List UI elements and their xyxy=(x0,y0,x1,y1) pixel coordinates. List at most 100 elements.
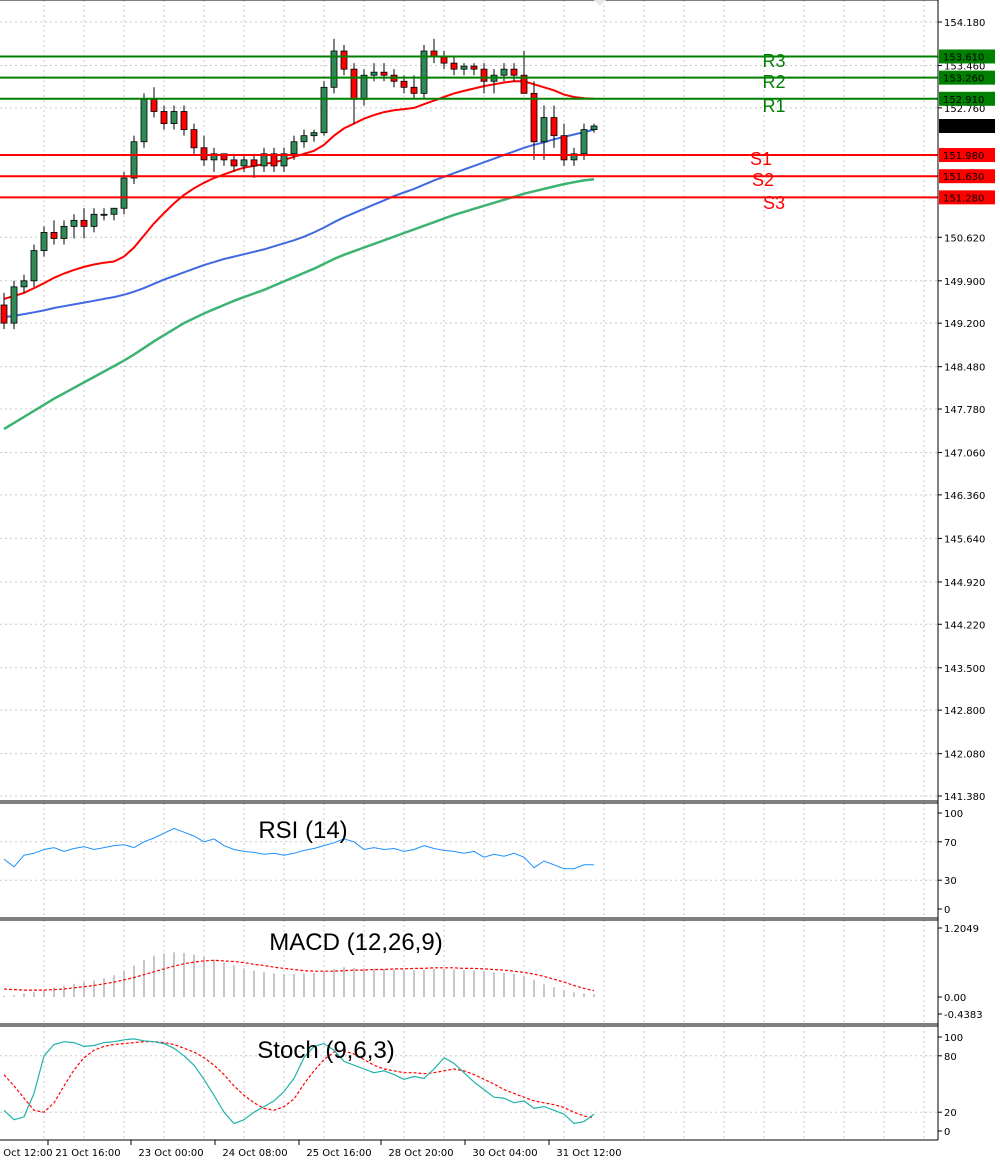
time-tick-label: 23 Oct 00:00 xyxy=(138,1148,203,1159)
candle-body xyxy=(580,129,588,155)
panel-frames xyxy=(0,0,939,1141)
candle xyxy=(50,220,58,245)
candle xyxy=(90,208,98,233)
stoch-title: Stoch (9,6,3) xyxy=(257,1037,394,1064)
candle-body xyxy=(70,219,78,227)
candle xyxy=(120,171,128,215)
rsi-title: RSI (14) xyxy=(258,817,347,844)
candle xyxy=(150,87,158,118)
candle-body xyxy=(570,153,578,161)
price-tick-label: 147.780 xyxy=(944,405,985,416)
candle xyxy=(590,123,598,133)
current-price-box xyxy=(939,119,995,134)
candle-body xyxy=(460,65,468,70)
candle-body xyxy=(260,153,268,167)
level-price-box xyxy=(939,91,995,106)
candle xyxy=(80,208,88,239)
candle xyxy=(200,135,208,166)
candle xyxy=(250,153,258,179)
rsi-tick-label: 30 xyxy=(944,876,957,887)
time-tick-label: 31 Oct 12:00 xyxy=(556,1148,621,1159)
candle-body xyxy=(210,153,218,161)
candle-body xyxy=(40,232,48,251)
price-tick-label: 150.620 xyxy=(944,233,985,244)
time-tick-label: 21 Oct 12:00 xyxy=(0,1148,53,1159)
candle xyxy=(210,147,218,172)
candle-body xyxy=(130,141,138,179)
candle xyxy=(420,44,428,100)
candle-body xyxy=(0,304,8,324)
time-tick-label: 28 Oct 20:00 xyxy=(388,1148,453,1159)
candle-body xyxy=(110,207,118,215)
rsi-tick-label: 100 xyxy=(944,809,963,820)
candle-body xyxy=(20,280,28,288)
candle xyxy=(430,38,438,64)
candle xyxy=(490,69,498,94)
time-tick-label: 24 Oct 08:00 xyxy=(222,1148,287,1159)
level-price-box xyxy=(939,49,995,64)
candle-body xyxy=(350,68,358,100)
candle-body xyxy=(170,111,178,124)
candle xyxy=(450,57,458,76)
level-name-s1: S1 xyxy=(750,149,772,169)
price-tick-label: 154.180 xyxy=(944,18,985,29)
candle xyxy=(70,214,78,239)
candle xyxy=(280,147,288,172)
candle xyxy=(360,69,368,106)
level-name-r2: R2 xyxy=(762,72,785,92)
candle-body xyxy=(480,68,488,82)
candle-body xyxy=(230,159,238,167)
candle xyxy=(350,63,358,124)
candle xyxy=(460,63,468,76)
candle-body xyxy=(90,213,98,227)
candle xyxy=(550,105,558,148)
level-price-label: 151.630 xyxy=(943,172,984,183)
candle-body xyxy=(150,99,158,112)
level-price-box xyxy=(939,148,995,163)
rsi-panel: RSI (14) xyxy=(0,817,938,881)
candle xyxy=(570,147,578,166)
candle-body xyxy=(440,56,448,64)
level-price-label: 151.280 xyxy=(943,193,984,204)
stoch-k-line xyxy=(3,1038,595,1125)
candle xyxy=(170,105,178,130)
ma-green-line xyxy=(3,177,595,431)
candle-body xyxy=(520,74,528,94)
price-tick-label: 146.360 xyxy=(944,491,985,502)
candle-body xyxy=(180,111,188,131)
candle-body xyxy=(200,147,208,161)
candle xyxy=(40,226,48,257)
candle xyxy=(0,292,8,330)
level-name-r3: R3 xyxy=(762,51,785,71)
candle xyxy=(440,51,448,70)
candle xyxy=(410,75,418,100)
candle-body xyxy=(500,68,508,76)
shift-marker xyxy=(594,0,606,6)
candle-body xyxy=(100,213,108,216)
candle xyxy=(560,123,568,166)
level-name-s3: S3 xyxy=(763,193,785,213)
candle xyxy=(540,105,548,160)
candle xyxy=(110,207,118,221)
candle-body xyxy=(320,86,328,134)
candle-body xyxy=(560,135,568,161)
price-tick-label: 144.220 xyxy=(944,620,985,631)
level-price-label: 153.610 xyxy=(943,52,984,63)
candle-body xyxy=(280,153,288,167)
price-tick-label: 145.640 xyxy=(944,534,985,545)
stoch-tick-label: 100 xyxy=(944,1033,963,1044)
grid xyxy=(0,0,938,1140)
candle-body xyxy=(120,177,128,209)
stoch-tick-label: 80 xyxy=(944,1052,957,1063)
candle-body xyxy=(550,117,558,137)
current-price-label: 152.460 xyxy=(943,122,984,133)
candle-body xyxy=(30,250,38,282)
price-tick-label: 149.900 xyxy=(944,277,985,288)
price-tick-label: 142.080 xyxy=(944,750,985,761)
candle xyxy=(340,44,348,76)
candle-body xyxy=(60,225,68,239)
candle xyxy=(260,147,268,172)
candle-body xyxy=(470,65,478,70)
macd-signal-line xyxy=(3,959,595,992)
